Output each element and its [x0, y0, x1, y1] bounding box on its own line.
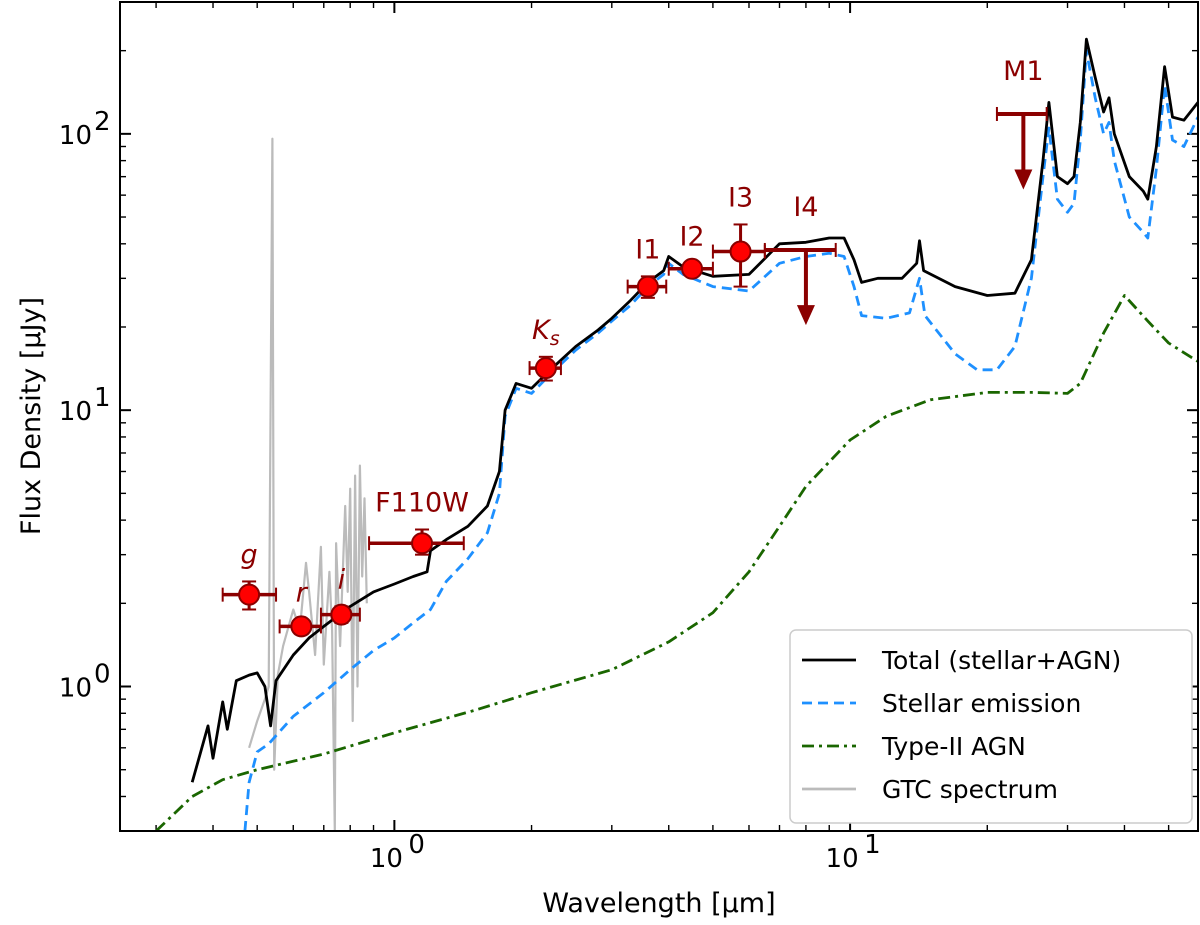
photometry-marker-6 — [681, 257, 704, 280]
band-label-4: Ks — [532, 315, 560, 350]
legend-box — [789, 629, 1193, 824]
plot-frame — [119, 1, 1199, 832]
photometry-marker-7 — [729, 240, 752, 263]
photometry-marker-0 — [238, 583, 261, 606]
photometry-marker-4 — [534, 357, 557, 380]
y-tick-exponent-2: 2 — [94, 107, 111, 137]
band-label-2: i — [338, 564, 346, 595]
band-label-subscript: s — [550, 328, 560, 350]
band-label-7: I3 — [728, 182, 753, 213]
photometry-points: g r i F110W Ks I1 I2 I3 I4 M1 — [221, 56, 1048, 638]
x-tick-label-0: 10 — [370, 844, 403, 874]
y-tick-exponent-0: 0 — [94, 660, 111, 690]
legend-entry-3: GTC spectrum — [882, 775, 1058, 804]
x-tick-exponent-1: 1 — [864, 830, 881, 860]
series-line-gtc-spectrum — [248, 137, 368, 831]
upper-limit-arrow-head — [1014, 169, 1033, 190]
y-tick-label-0: 10 — [59, 674, 92, 704]
band-label-limit-1: M1 — [1003, 56, 1043, 87]
photometry-marker-1 — [290, 615, 313, 638]
series-line-type-ii-agn — [155, 294, 1198, 831]
y-tick-label-1: 10 — [59, 397, 92, 427]
x-tick-exponent-0: 0 — [408, 830, 425, 860]
upper-limit-arrow-head — [796, 305, 815, 326]
tick-labels: 10 0 10 110 010 110 2 — [59, 107, 881, 874]
photometry-marker-5 — [636, 275, 659, 298]
legend-entry-1: Stellar emission — [882, 689, 1081, 718]
band-label-1: r — [296, 577, 309, 608]
series-line-stellar-emission — [243, 49, 1198, 831]
band-label-5: I1 — [635, 234, 660, 265]
y-tick-label-2: 10 — [59, 121, 92, 151]
legend: Total (stellar+AGN) Stellar emission Type-… — [789, 629, 1193, 824]
photometry-marker-3 — [411, 532, 434, 555]
band-label-limit-0: I4 — [793, 192, 818, 223]
y-tick-exponent-1: 1 — [94, 383, 111, 413]
x-tick-label-1: 10 — [826, 844, 859, 874]
photometry-marker-2 — [330, 603, 353, 626]
legend-entry-2: Type-II AGN — [881, 732, 1026, 761]
legend-entry-0: Total (stellar+AGN) — [881, 646, 1121, 675]
y-axis-label: Flux Density [μJy] — [16, 297, 47, 535]
band-label-3: F110W — [375, 487, 469, 518]
x-axis-label: Wavelength [μm] — [542, 888, 775, 919]
band-label-0: g — [241, 539, 258, 570]
band-label-6: I2 — [679, 221, 704, 252]
